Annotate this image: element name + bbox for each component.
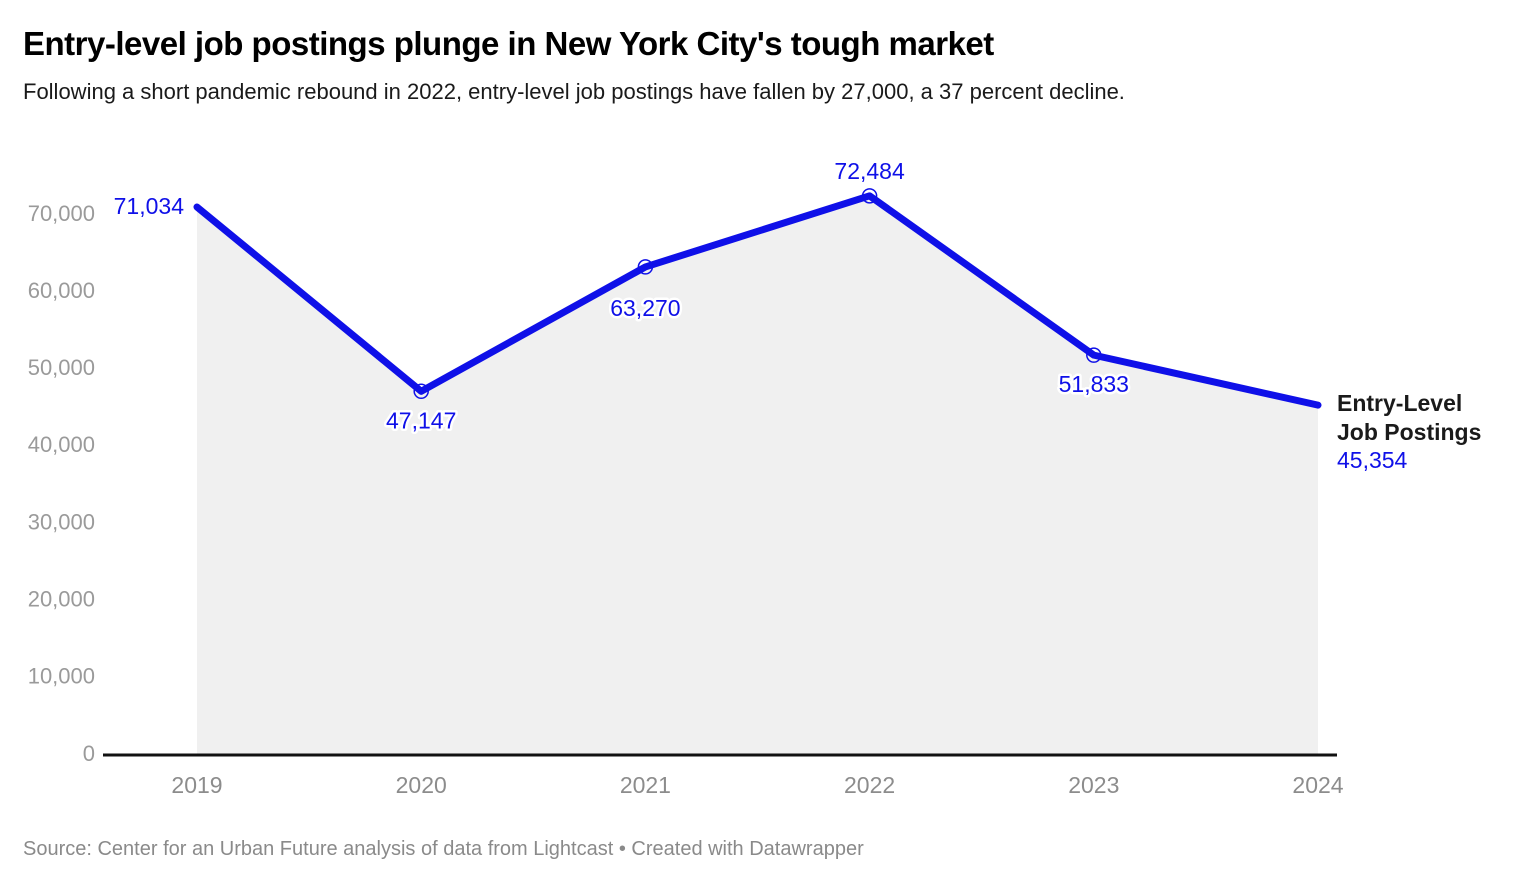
x-tick-label: 2024: [1292, 772, 1343, 798]
x-tick-label: 2023: [1068, 772, 1119, 798]
y-tick-label: 40,000: [28, 432, 95, 457]
point-marker: [1086, 347, 1102, 363]
y-tick-label: 0: [83, 741, 95, 766]
point-marker: [861, 188, 878, 204]
area-fill: [197, 195, 1318, 755]
point-value-label: 72,484: [834, 158, 905, 184]
series-annotation-line2: Job Postings: [1337, 419, 1481, 445]
line-chart: 0 10,000 20,000 30,000 40,000 50,000 60,000 70,…: [28, 155, 1482, 798]
data-line: [193, 192, 1322, 409]
x-tick-label: 2021: [620, 772, 671, 798]
chart-subtitle: Following a short pandemic rebound in 20…: [23, 79, 1125, 104]
x-tick-label: 2019: [171, 772, 222, 798]
y-tick-label: 10,000: [28, 664, 95, 689]
x-tick-label: 2020: [396, 772, 447, 798]
y-tick-label: 20,000: [28, 587, 95, 612]
source-attribution: Source: Center for an Urban Future analy…: [23, 838, 864, 860]
point-value-label: 51,833: [1059, 371, 1129, 397]
y-tick-label: 60,000: [28, 278, 95, 303]
point-marker: [413, 383, 429, 400]
point-value-label: 71,034: [114, 193, 185, 219]
x-tick-label: 2022: [844, 772, 895, 798]
y-tick-label: 70,000: [28, 201, 95, 226]
point-value-label: 47,147: [386, 407, 456, 433]
point-value-label: 63,270: [610, 295, 680, 321]
y-tick-label: 50,000: [28, 355, 95, 380]
series-annotation-line1: Entry-Level: [1337, 390, 1462, 416]
point-marker: [637, 259, 654, 275]
y-tick-label: 30,000: [28, 509, 95, 534]
series-annotation-value: 45,354: [1337, 447, 1408, 473]
page-title: Entry-level job postings plunge in New Y…: [23, 25, 994, 62]
chart-header: Entry-level job postings plunge in New Y…: [23, 24, 1493, 106]
